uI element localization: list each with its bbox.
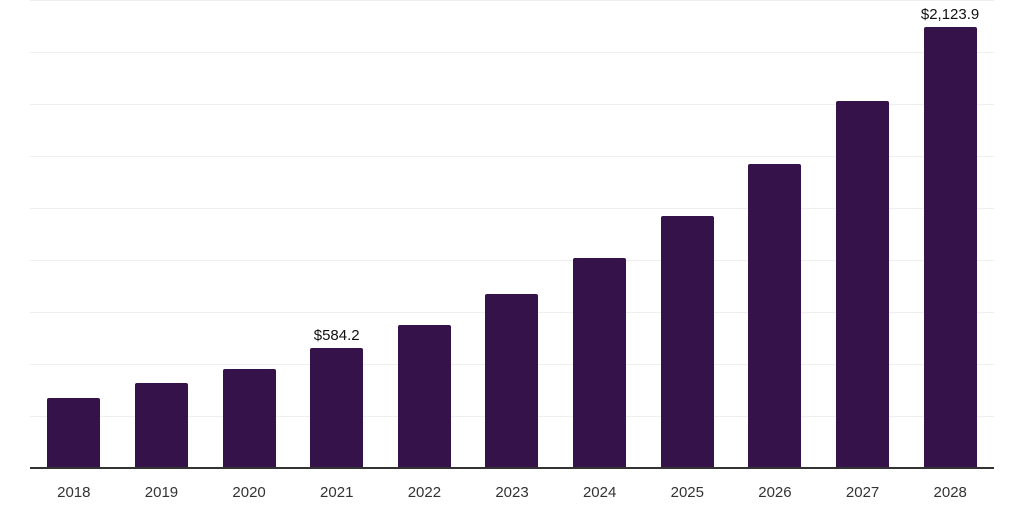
bar-2018 [47,398,101,469]
x-tick-label: 2027 [845,484,880,501]
x-tick-label: 2020 [232,484,266,501]
x-tick-label: 2025 [670,484,704,501]
x-axis-tick-labels: 2018 2019 2020 2021 2022 2023 2024 2025 2026 2027… [30,483,994,502]
bar-2021: $584.2 [310,327,364,469]
bar-value-label: $584.2 [313,326,360,344]
x-tick-label: 2021 [320,484,354,501]
x-axis-line [30,467,994,469]
bar-2028: $2,123.9 [921,6,979,469]
x-tick-label: 2022 [407,484,442,501]
bar-2022 [397,325,451,469]
gridline [30,0,994,1]
gridline [30,104,994,105]
bar-2020 [222,369,276,469]
bar-2023 [485,294,539,469]
bar-series: $584.2 $2,123.9 [30,0,994,469]
bar-2024 [573,258,627,469]
bar-value-label: $2,123.9 [920,6,980,24]
bar-2025 [660,215,714,469]
bar-2019 [134,382,188,469]
x-tick-label: 2026 [758,484,792,501]
plot-area: $584.2 $2,123.9 [30,0,994,469]
x-tick-label: 2028 [933,484,967,501]
x-tick-label: 2024 [582,484,617,501]
gridline [30,52,994,53]
bar-2027 [835,101,889,469]
x-tick-label: 2023 [495,484,529,501]
bar-2026 [748,164,802,469]
gridline [30,156,994,157]
gridline [30,208,994,209]
gridline [30,260,994,261]
x-tick-label: 2018 [57,484,91,501]
x-tick-label: 2019 [144,484,179,501]
